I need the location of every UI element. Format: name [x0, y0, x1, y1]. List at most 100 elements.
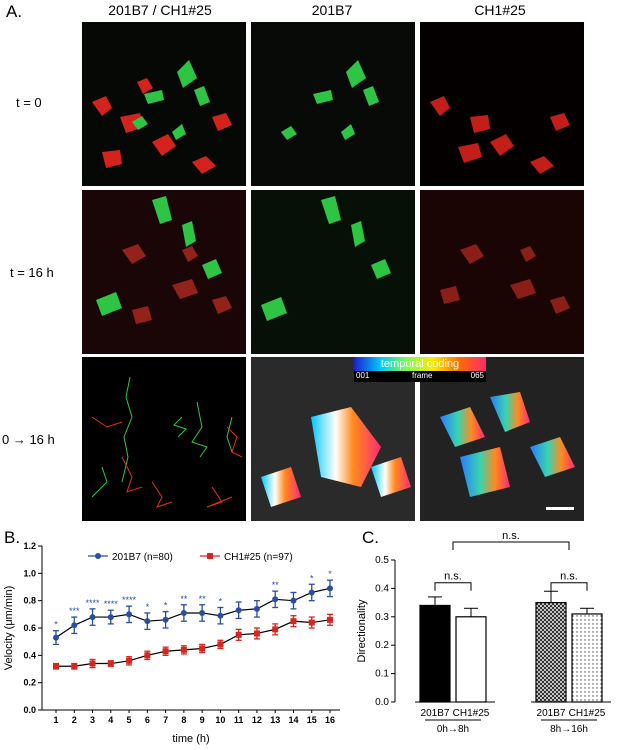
significance-label: *: [146, 602, 150, 612]
significance-label: ****: [86, 598, 101, 608]
bar: [535, 601, 567, 703]
significance-label: ****: [104, 599, 119, 609]
data-point: [253, 630, 260, 637]
category-label: CH1#25: [569, 708, 606, 719]
data-point: [199, 609, 206, 616]
data-point: [290, 597, 297, 604]
significance-label: **: [180, 594, 188, 604]
panel-a-label: A.: [6, 2, 23, 21]
legend-label: 201B7 (n=80): [112, 552, 173, 563]
x-tick-label: 9: [200, 715, 205, 725]
track-plot: [82, 357, 246, 521]
significance-label: *: [328, 569, 332, 579]
x-tick-label: 5: [127, 715, 132, 725]
data-point: [107, 614, 114, 621]
significance-label: n.s.: [444, 571, 462, 583]
bar: [455, 616, 487, 703]
category-label: CH1#25: [453, 708, 490, 719]
row-label-track: 0 → 16 h: [2, 432, 55, 447]
significance-label: *: [164, 601, 168, 611]
data-point: [107, 660, 114, 667]
row-label-t16: t = 16 h: [10, 265, 54, 280]
series-line: [56, 619, 331, 667]
x-tick-label: 8: [181, 715, 186, 725]
significance-bracket: [434, 582, 472, 591]
significance-label: n.s.: [502, 530, 520, 542]
data-point: [272, 626, 279, 633]
significance-label: n.s.: [560, 571, 578, 583]
x-axis-label: time (h): [172, 733, 209, 745]
temporal-coding-201b7: [251, 357, 415, 521]
column-header-201b7: 201B7: [311, 2, 353, 18]
significance-label: ***: [69, 606, 80, 616]
column-header-merge: 201B7 / CH1#25: [108, 2, 212, 18]
row-label-t0: t = 0: [16, 95, 42, 110]
data-point: [235, 631, 242, 638]
column-header-ch1-25: CH1#25: [474, 2, 526, 18]
y-tick-label: 0.1: [375, 669, 389, 680]
legend-marker: [95, 553, 101, 559]
data-point: [71, 663, 78, 670]
y-tick-label: 0.0: [23, 705, 36, 715]
significance-label: *: [54, 620, 58, 630]
data-point: [253, 605, 260, 612]
y-tick-label: 0.4: [375, 583, 389, 594]
y-tick-label: 0.2: [375, 640, 389, 651]
data-point: [308, 619, 315, 626]
data-point: [199, 645, 206, 652]
y-axis-label: Velocity (μm/min): [3, 586, 15, 671]
data-point: [327, 585, 333, 592]
data-point: [162, 648, 169, 655]
x-tick-label: 12: [252, 715, 262, 725]
y-tick-label: 0.3: [375, 612, 389, 623]
x-tick-label: 1: [53, 715, 58, 725]
y-tick-label: 0.2: [23, 678, 36, 688]
data-point: [290, 618, 297, 625]
micrograph-t0-red: [420, 22, 584, 186]
significance-label: ****: [122, 595, 137, 605]
panel-c-label: C.: [362, 528, 379, 547]
data-point: [217, 641, 224, 648]
category-label: 201B7: [537, 708, 566, 719]
data-point: [217, 612, 224, 619]
micrograph-t0-green: [251, 22, 415, 186]
micrograph-t0-merge: [82, 22, 246, 186]
data-point: [272, 596, 279, 603]
y-tick-label: 1.2: [23, 541, 36, 551]
significance-bracket: [452, 541, 570, 550]
panel-b-label: B.: [4, 528, 21, 547]
data-point: [308, 589, 315, 596]
significance-label: *: [310, 573, 314, 583]
x-tick-label: 11: [234, 715, 244, 725]
data-point: [180, 609, 187, 616]
y-axis-label: Directionality: [356, 599, 368, 662]
significance-label: **: [272, 580, 280, 590]
data-point: [126, 657, 133, 664]
micrograph-t16-merge: [82, 190, 246, 354]
legend-marker: [207, 553, 213, 559]
x-tick-label: 14: [288, 715, 298, 725]
temporal-coding-scale: 001 frame 065: [354, 371, 486, 382]
data-point: [53, 663, 59, 670]
group-label: 8h→16h: [550, 724, 588, 735]
bar: [419, 604, 451, 703]
tc-end: 065: [470, 371, 484, 380]
data-point: [71, 622, 78, 629]
x-tick-label: 15: [307, 715, 317, 725]
x-tick-label: 6: [145, 715, 150, 725]
legend-label: CH1#25 (n=97): [224, 552, 293, 563]
temporal-coding-ch1-25: [420, 357, 584, 521]
data-point: [180, 646, 187, 653]
y-tick-label: 0.6: [23, 623, 36, 633]
micrograph-t16-red: [420, 190, 584, 354]
tc-start: 001: [356, 371, 370, 380]
y-tick-label: 0.5: [375, 555, 389, 566]
data-point: [126, 611, 133, 618]
data-point: [162, 616, 169, 623]
data-point: [144, 618, 151, 625]
x-tick-label: 13: [270, 715, 280, 725]
data-point: [89, 614, 96, 621]
data-point: [89, 660, 96, 667]
category-label: 201B7: [421, 708, 450, 719]
